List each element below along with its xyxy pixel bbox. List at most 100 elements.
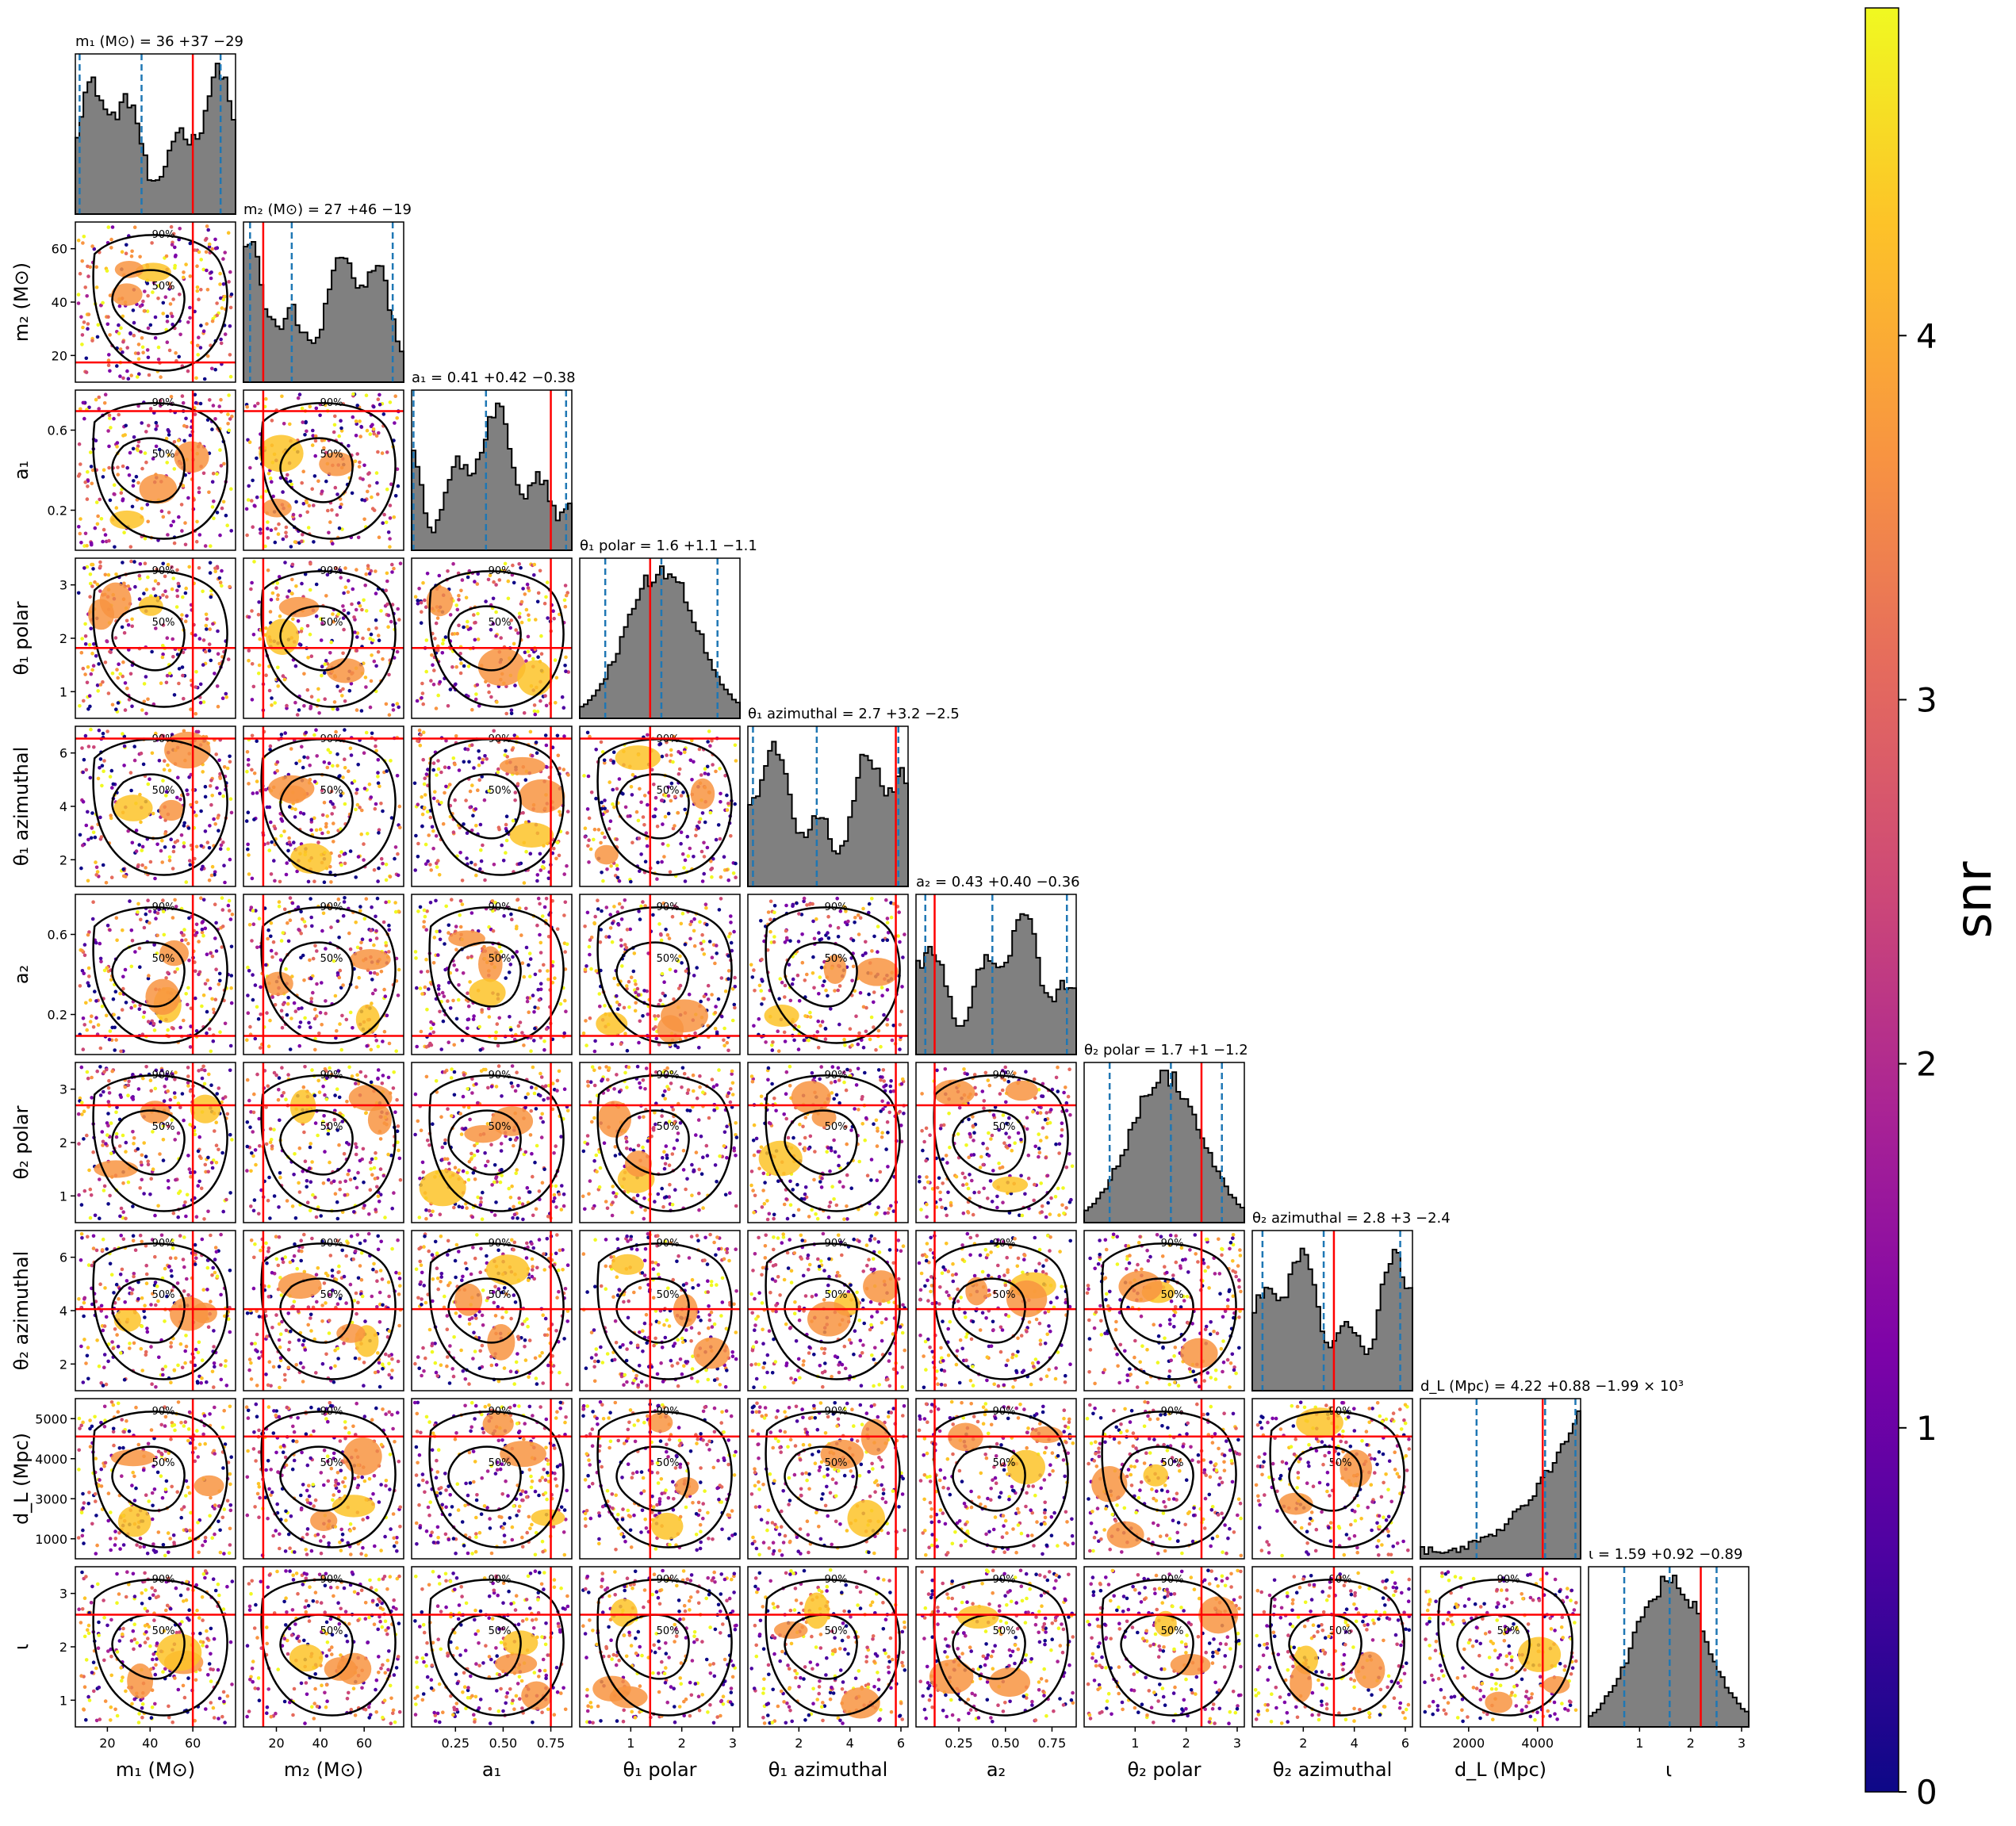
scatter-point xyxy=(216,629,220,634)
scatter-point xyxy=(223,880,227,885)
scatter-point xyxy=(216,652,220,656)
scatter-point xyxy=(413,1092,418,1097)
scatter-point xyxy=(130,617,134,622)
scatter-point xyxy=(286,473,289,477)
scatter-point xyxy=(197,1135,201,1139)
scatter-point xyxy=(474,1082,478,1086)
scatter-point xyxy=(544,743,549,748)
scatter-point xyxy=(665,932,670,937)
scatter-point xyxy=(752,968,756,972)
scatter-point xyxy=(210,427,214,431)
scatter-point xyxy=(336,897,341,902)
scatter-point xyxy=(79,650,84,655)
scatter-point xyxy=(80,343,84,346)
scatter-point xyxy=(166,1179,171,1183)
scatter-point xyxy=(376,397,381,401)
scatter-point xyxy=(470,743,474,747)
scatter-point xyxy=(729,940,734,945)
scatter-point xyxy=(186,986,190,990)
density-blob xyxy=(159,799,184,821)
scatter-point xyxy=(220,908,225,912)
scatter-point xyxy=(246,1011,251,1015)
scatter-point xyxy=(431,683,436,687)
scatter-point xyxy=(528,957,533,961)
scatter-point xyxy=(103,660,108,664)
scatter-point xyxy=(842,1037,846,1042)
scatter-point xyxy=(288,918,293,922)
scatter-point xyxy=(725,1040,730,1045)
scatter-point xyxy=(208,627,212,631)
scatter-point xyxy=(517,1200,522,1205)
scatter-point xyxy=(292,1001,297,1005)
scatter-point xyxy=(145,309,150,313)
scatter-point xyxy=(268,1018,272,1023)
scatter-point xyxy=(162,1099,167,1103)
scatter-point xyxy=(223,1021,228,1026)
scatter-point xyxy=(309,704,313,709)
scatter-point xyxy=(253,1148,258,1152)
scatter-point xyxy=(161,1158,166,1162)
scatter-point xyxy=(439,770,443,775)
scatter-point xyxy=(268,1127,273,1131)
scatter-point xyxy=(487,690,491,695)
density-blob xyxy=(326,658,365,683)
scatter-point xyxy=(527,1190,532,1194)
scatter-point xyxy=(452,1093,457,1097)
scatter-point xyxy=(105,924,110,928)
scatter-point xyxy=(499,1142,504,1146)
scatter-point xyxy=(79,1203,84,1207)
scatter-point xyxy=(142,1010,147,1015)
scatter-point xyxy=(114,1038,118,1042)
scatter-point xyxy=(420,681,424,686)
scatter-point xyxy=(364,685,368,689)
scatter-point xyxy=(286,848,290,853)
scatter-point xyxy=(217,1086,221,1090)
scatter-point xyxy=(507,970,512,974)
scatter-point xyxy=(783,983,788,988)
scatter-point xyxy=(269,820,273,825)
scatter-point xyxy=(338,689,343,693)
scatter-point xyxy=(102,1189,106,1192)
scatter-point xyxy=(392,1191,396,1195)
scatter-point xyxy=(726,1048,730,1053)
scatter-point xyxy=(276,665,280,670)
scatter-point xyxy=(305,510,309,515)
scatter-point xyxy=(356,763,360,767)
density-blob xyxy=(266,618,300,656)
scatter-point xyxy=(333,993,338,998)
scatter-point xyxy=(857,1031,861,1035)
scatter-point xyxy=(583,826,588,830)
scatter-point xyxy=(585,730,590,735)
scatter-point xyxy=(324,821,328,826)
scatter-point xyxy=(215,301,219,305)
scatter-point xyxy=(109,1121,113,1125)
scatter-point xyxy=(398,1177,403,1182)
scatter-point xyxy=(282,829,286,833)
scatter-point xyxy=(451,998,455,1003)
scatter-point xyxy=(305,1185,309,1189)
scatter-point xyxy=(416,602,420,606)
scatter-point xyxy=(285,1013,289,1017)
scatter-point xyxy=(452,1070,457,1074)
scatter-point xyxy=(132,333,136,338)
scatter-point xyxy=(515,898,520,902)
scatter-point xyxy=(473,620,477,625)
scatter-point xyxy=(545,580,550,584)
scatter-point xyxy=(531,657,535,661)
scatter-point xyxy=(428,863,432,867)
scatter-point xyxy=(885,988,890,992)
scatter-point xyxy=(515,950,519,954)
scatter-point xyxy=(193,309,197,314)
scatter-point xyxy=(228,1068,232,1073)
scatter-point xyxy=(335,1087,339,1091)
scatter-point xyxy=(610,1042,615,1047)
scatter-point xyxy=(416,855,420,859)
scatter-point xyxy=(107,1037,112,1042)
scatter-point xyxy=(137,372,141,376)
scatter-point xyxy=(337,1143,341,1147)
scatter-point xyxy=(393,1110,397,1114)
scatter-point xyxy=(783,1039,788,1043)
scatter-point xyxy=(118,347,123,351)
scatter-point xyxy=(457,594,461,598)
scatter-point xyxy=(296,619,301,623)
